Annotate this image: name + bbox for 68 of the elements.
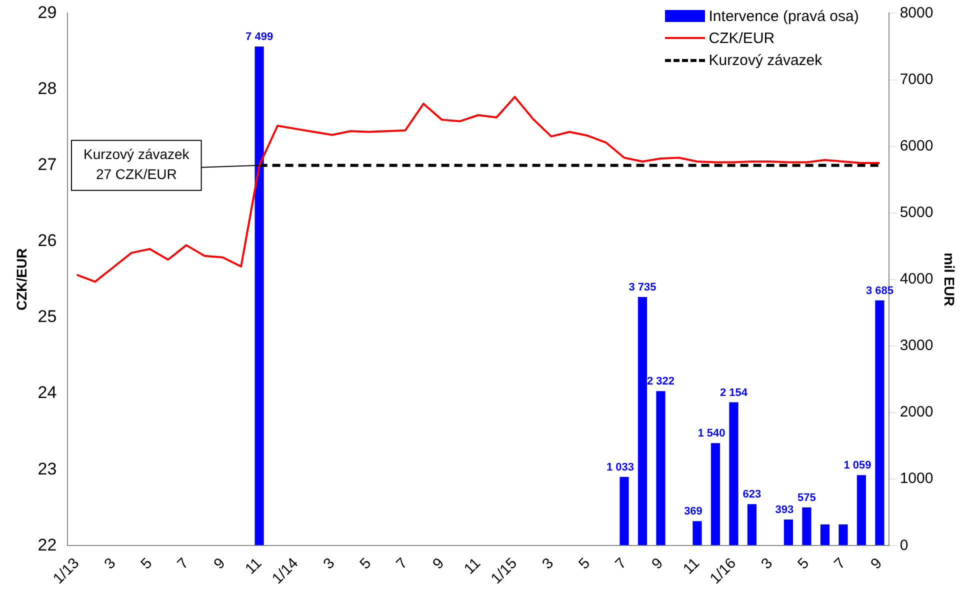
bar	[820, 524, 830, 546]
y-tick-label: 26	[38, 231, 57, 250]
x-tick-label: 7	[612, 554, 630, 573]
y-tick-label: 23	[38, 459, 57, 478]
x-tick-label: 7	[174, 554, 192, 573]
data-label: 2 322	[646, 376, 675, 388]
bar	[656, 391, 666, 546]
x-tick-label: 5	[356, 554, 375, 573]
bar	[692, 521, 702, 546]
legend-label: Intervence (pravá osa)	[708, 8, 859, 25]
data-label: 2 154	[720, 386, 748, 399]
x-tick-label: 9	[430, 554, 448, 573]
bar	[784, 519, 794, 546]
data-label: 7 499	[246, 31, 274, 44]
bar	[802, 507, 812, 546]
y2-tick-label: 4000	[900, 270, 934, 288]
y-axis-title: CZK/EUR	[13, 248, 30, 311]
y-tick-label: 29	[38, 2, 57, 22]
x-tick-label: 7	[393, 554, 412, 573]
legend-label: CZK/EUR	[708, 30, 775, 47]
y2-tick-label: 5000	[900, 204, 934, 221]
data-label: 1 059	[844, 460, 872, 472]
x-tick-label: 11	[680, 554, 703, 578]
y-tick-label: 25	[38, 307, 57, 326]
bar	[254, 46, 264, 546]
x-tick-label: 5	[794, 554, 812, 573]
x-tick-label: 9	[648, 554, 666, 573]
y-tick-label: 28	[38, 78, 57, 98]
y2-tick-label: 0	[900, 536, 908, 554]
legend-label: Kurzový závazek	[708, 52, 822, 69]
data-label: 1 540	[698, 428, 726, 440]
annotation: Kurzový závazek 27 CZK/EUR	[83, 146, 190, 182]
x-tick-label: 3	[539, 554, 558, 573]
bar	[838, 524, 848, 546]
x-tick-label: 9	[868, 554, 886, 573]
data-label: 1 033	[606, 461, 634, 474]
data-label: 3 685	[866, 284, 894, 297]
x-tick-label: 3	[320, 554, 338, 573]
x-tick-label: 11	[242, 554, 266, 578]
bar	[620, 476, 629, 546]
bar	[747, 504, 757, 546]
y-tick-label: 22	[38, 535, 57, 554]
x-tick-label: 5	[138, 554, 156, 573]
y2-tick-label: 8000	[900, 4, 934, 22]
data-label: 3 735	[628, 282, 656, 294]
bar	[856, 475, 866, 546]
x-tick-label: 5	[576, 554, 594, 573]
bar	[729, 402, 738, 546]
y2-tick-label: 2000	[900, 404, 934, 421]
y2-tick-label: 1000	[900, 470, 934, 488]
x-tick-label: 3	[758, 554, 776, 573]
x-tick-label: 3	[101, 554, 120, 573]
data-label: 575	[798, 492, 816, 504]
bar	[875, 300, 884, 546]
bar	[710, 443, 720, 546]
y2-tick-label: 7000	[900, 70, 934, 88]
x-tick-label: 9	[210, 554, 229, 573]
x-tick-label: 7	[831, 554, 849, 573]
y2-tick-label: 3000	[900, 337, 934, 354]
y-tick-label: 24	[38, 383, 57, 402]
data-label: 369	[684, 506, 702, 518]
y2-tick-label: 6000	[900, 137, 934, 154]
y2-axis-title: mil EUR	[942, 252, 958, 306]
data-label: 393	[775, 504, 794, 516]
x-tick-label: 11	[460, 554, 484, 578]
bar	[638, 297, 648, 546]
y-tick-label: 27	[38, 155, 57, 174]
data-label: 623	[742, 488, 762, 501]
